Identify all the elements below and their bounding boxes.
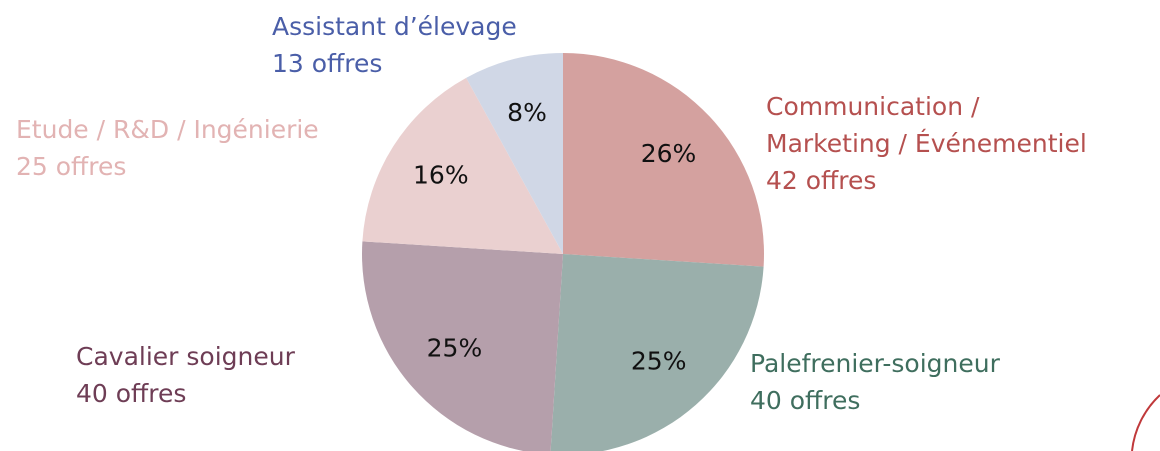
category-label: Communication / <box>766 92 980 121</box>
pie-slice <box>563 53 765 267</box>
offers-label: 13 offres <box>272 49 382 78</box>
category-label: Marketing / Événementiel <box>766 129 1087 158</box>
percent-label: 25% <box>427 334 483 363</box>
percent-label: 26% <box>641 139 697 168</box>
pie-slice <box>362 241 563 451</box>
pie-slice <box>466 53 563 254</box>
offers-label: 40 offres <box>76 379 186 408</box>
offers-label: 40 offres <box>750 386 860 415</box>
pie-slice <box>362 77 563 254</box>
pie-slice <box>550 254 764 451</box>
category-label: Palefrenier-soigneur <box>750 349 1001 378</box>
percent-label: 8% <box>507 98 547 127</box>
offers-label: 42 offres <box>766 166 876 195</box>
category-label: Assistant d’élevage <box>272 12 517 41</box>
decoration <box>1131 394 1160 451</box>
offers-label: 25 offres <box>16 152 126 181</box>
percent-label: 25% <box>631 347 687 376</box>
percent-label: 16% <box>413 160 469 189</box>
category-label: Etude / R&D / Ingénierie <box>16 115 319 144</box>
category-label: Cavalier soigneur <box>76 342 296 371</box>
